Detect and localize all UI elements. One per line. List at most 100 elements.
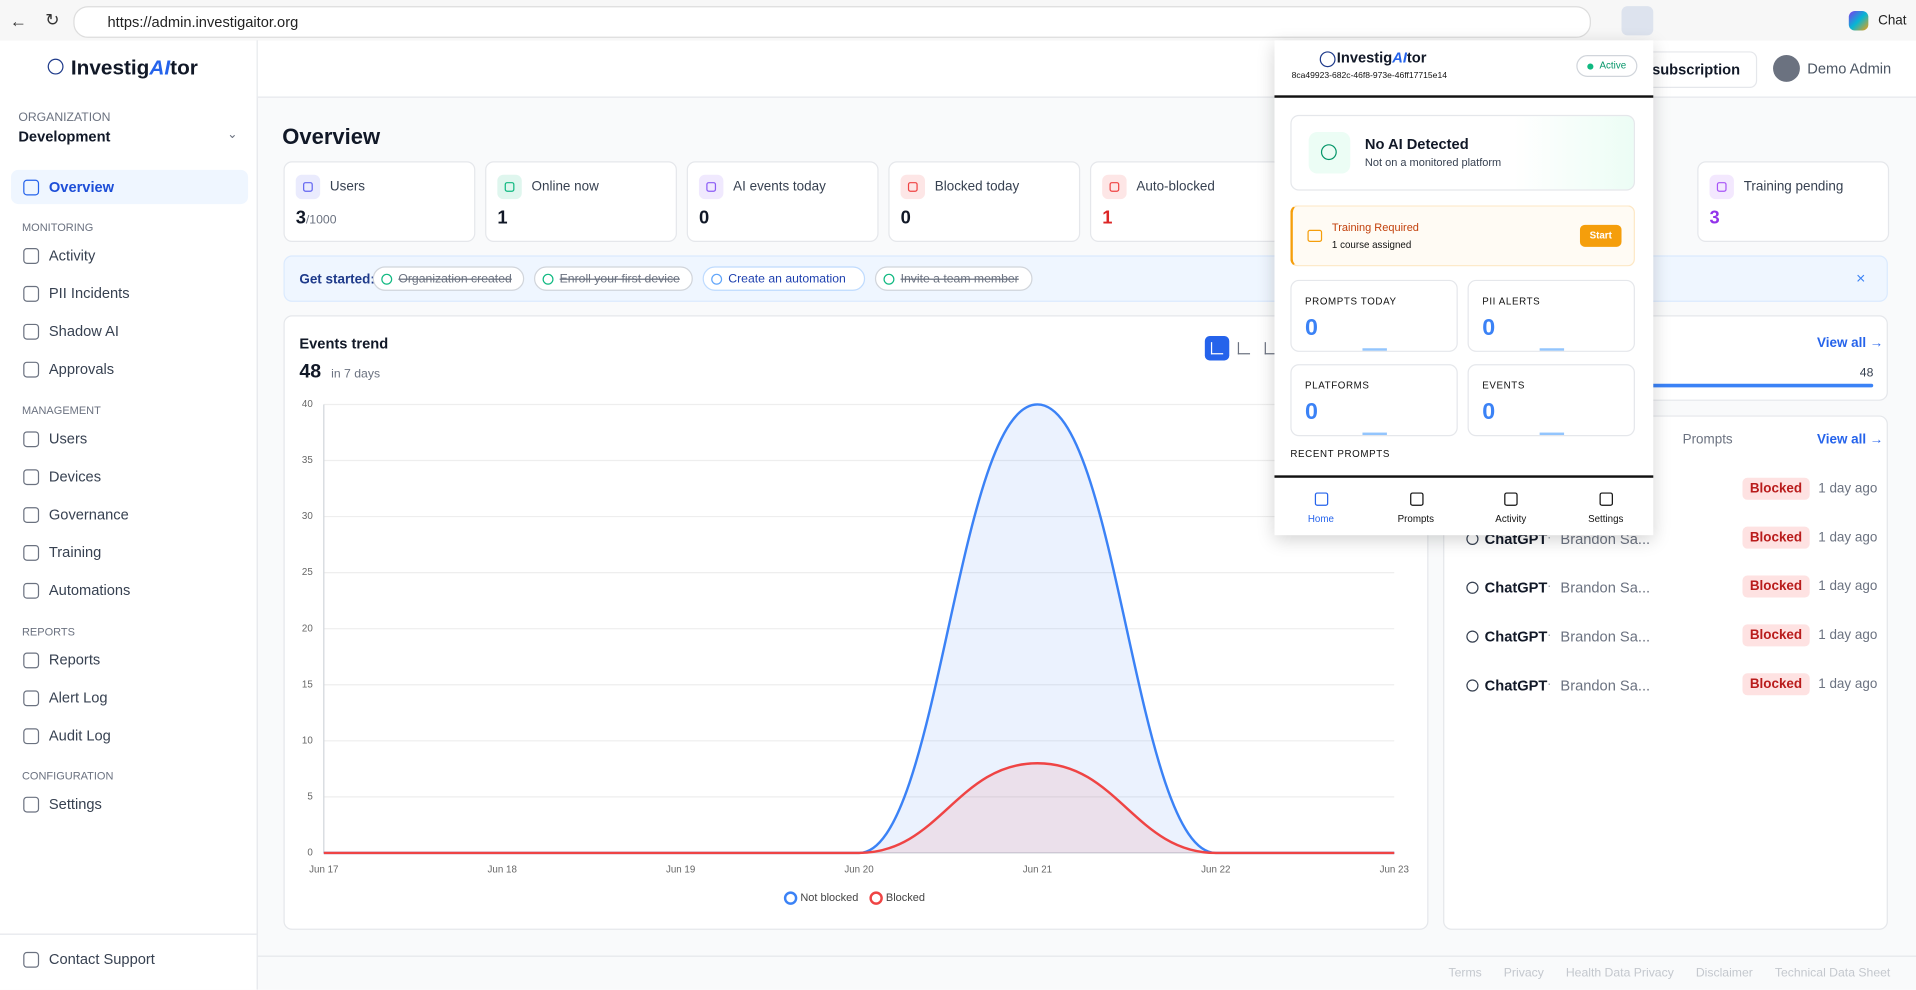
step-chip[interactable]: Organization created <box>372 266 525 291</box>
view-all-link[interactable]: View all → <box>1817 432 1884 448</box>
chart-total: 48 <box>299 361 322 383</box>
stat-tile: EVENTS 0 <box>1467 364 1635 437</box>
reload-button[interactable]: ↻ <box>45 9 60 30</box>
stat-icon <box>295 174 321 200</box>
platform: ChatGPT <box>1484 676 1548 695</box>
popup-nav-item[interactable]: Prompts <box>1379 490 1452 527</box>
nav-item[interactable]: Activity <box>11 240 248 272</box>
nav-item[interactable]: Reports <box>11 644 248 676</box>
popup-nav-item[interactable]: Home <box>1284 490 1357 527</box>
nav-item[interactable]: Approvals <box>11 353 248 385</box>
section-title: REPORTS <box>21 625 75 638</box>
footer: Terms Privacy Health Data Privacy Disclaime… <box>1448 967 1890 980</box>
footer-link[interactable]: Technical Data Sheet <box>1774 966 1891 980</box>
close-button[interactable]: × <box>1856 268 1866 288</box>
icon-dot <box>1109 182 1120 192</box>
section-title: MONITORING <box>21 221 94 234</box>
stat-value: 0 <box>901 208 911 229</box>
tab-label[interactable]: Prompts <box>1682 432 1733 448</box>
org-select[interactable]: Development <box>18 128 111 146</box>
extension-button[interactable] <box>1621 6 1654 36</box>
chat-label[interactable]: Chat <box>1878 13 1907 29</box>
tile-bar <box>1362 432 1387 436</box>
view-all-link[interactable]: View all → <box>1817 336 1884 351</box>
popup-nav-item[interactable]: Activity <box>1474 490 1547 527</box>
footer-link[interactable]: Privacy <box>1503 966 1544 980</box>
detect-sub: Not on a monitored platform <box>1364 156 1502 169</box>
tile-value: 0 <box>1305 399 1318 426</box>
tile-label: EVENTS <box>1482 380 1526 392</box>
step-chip[interactable]: Enroll your first device <box>533 266 693 291</box>
chat-icon <box>1848 10 1869 31</box>
nav-label: PII Incidents <box>48 284 130 302</box>
chart-title: Events trend <box>299 334 389 352</box>
nav-item[interactable]: Audit Log <box>11 720 248 752</box>
legend-label: Not blocked <box>800 892 858 904</box>
stat-icon <box>698 174 724 200</box>
brand-part: tor <box>1406 48 1427 66</box>
brand-part: AI <box>149 56 171 80</box>
subscription-label: e subscription <box>1639 61 1741 79</box>
footer-link[interactable]: Disclaimer <box>1695 966 1753 980</box>
get-started-label: Get started: <box>299 272 375 288</box>
avatar[interactable] <box>1773 54 1800 82</box>
footer-link[interactable]: Health Data Privacy <box>1565 966 1674 980</box>
nav-item[interactable]: Training <box>11 536 248 568</box>
nav-item[interactable]: Devices <box>11 461 248 493</box>
footer-link[interactable]: Terms <box>1448 966 1482 980</box>
icon <box>23 469 40 486</box>
step-icon <box>381 273 393 285</box>
y-tick-label: 5 <box>307 791 313 802</box>
prompt-row[interactable]: ChatGPT· Brandon Sa... Blocked 1 day ago <box>1444 575 1889 600</box>
nav-item[interactable]: Shadow AI <box>11 315 248 347</box>
area <box>323 763 1395 853</box>
icon <box>47 58 64 75</box>
platform: ChatGPT <box>1484 579 1548 597</box>
nav-item[interactable]: Alert Log <box>11 682 248 714</box>
tile-bar <box>1539 348 1565 351</box>
step-text: Create an automation <box>728 272 846 286</box>
step-text: Invite a team member <box>900 272 1019 286</box>
contact-support[interactable]: Contact Support <box>11 943 248 975</box>
tile-bar <box>1539 432 1565 436</box>
start-button[interactable]: Start <box>1579 224 1622 247</box>
chart-type-button[interactable] <box>1231 336 1257 361</box>
step-chip[interactable]: Create an automation <box>702 266 866 291</box>
y-tick-label: 0 <box>307 847 313 858</box>
address-bar[interactable]: https://admin.investigaitor.org <box>73 6 1591 38</box>
nav-item[interactable]: Governance <box>11 499 248 531</box>
tile-value: 0 <box>1482 399 1496 426</box>
user-name[interactable]: Demo Admin <box>1807 59 1892 77</box>
separator: · <box>1546 579 1552 594</box>
chart: 0 5 10 15 20 25 30 35 40 Jun 17 Jun 18 Jun 19 Jun 20… <box>302 399 1409 905</box>
time: 1 day ago <box>1818 628 1878 643</box>
popup-nav-item[interactable]: Settings <box>1569 490 1642 527</box>
icon <box>23 507 40 523</box>
step-chip[interactable]: Invite a team member <box>874 266 1033 291</box>
y-tick-label: 25 <box>302 567 313 578</box>
area <box>323 404 1395 853</box>
prompt-row[interactable]: ChatGPT· Brandon Sa... Blocked 1 day ago <box>1444 624 1889 648</box>
prompt-row[interactable]: ChatGPT· Brandon Sa... Blocked 1 day ago <box>1444 673 1889 697</box>
nav-item-active[interactable]: Overview <box>10 169 249 205</box>
nav-label: Training <box>48 543 102 561</box>
nav-item[interactable]: Users <box>11 423 248 455</box>
device-id: 8ca49923-682c-46f8-973e-46ff17715e14 <box>1291 72 1447 81</box>
icon <box>23 728 40 745</box>
nav-item[interactable]: Automations <box>11 574 248 606</box>
stat-value: 1 <box>1102 208 1112 229</box>
stat-card: Auto-blocked 1 <box>1089 161 1282 242</box>
separator: · <box>1546 676 1552 692</box>
chart-type-button[interactable] <box>1204 336 1230 361</box>
separator: · <box>1546 628 1552 643</box>
nav-item[interactable]: PII Incidents <box>11 277 248 309</box>
stat-number: 1 <box>497 207 508 229</box>
nav-label: Contact Support <box>48 950 155 968</box>
back-button[interactable]: ← <box>9 10 27 31</box>
popup-nav-label: Prompts <box>1397 513 1435 525</box>
y-tick-label: 10 <box>302 735 313 746</box>
x-tick-label: Jun 18 <box>488 865 517 876</box>
popup-nav-label: Activity <box>1495 513 1527 525</box>
nav-item[interactable]: Settings <box>11 788 248 820</box>
y-tick-label: 40 <box>302 399 313 410</box>
